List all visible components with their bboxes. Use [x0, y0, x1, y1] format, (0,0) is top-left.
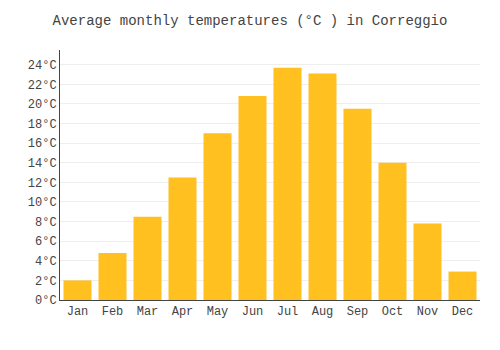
svg-text:Average monthly temperatures (: Average monthly temperatures (°C ) in Co… — [53, 13, 448, 29]
svg-text:Sep: Sep — [347, 305, 369, 319]
svg-text:12°C: 12°C — [28, 177, 57, 191]
svg-text:0°C: 0°C — [35, 294, 57, 308]
svg-text:Jun: Jun — [242, 305, 264, 319]
svg-text:May: May — [207, 305, 229, 319]
svg-text:Jul: Jul — [277, 305, 299, 319]
svg-text:4°C: 4°C — [35, 255, 57, 269]
svg-text:16°C: 16°C — [28, 137, 57, 151]
svg-text:10°C: 10°C — [28, 196, 57, 210]
svg-text:20°C: 20°C — [28, 98, 57, 112]
svg-text:Aug: Aug — [312, 305, 334, 319]
svg-text:Dec: Dec — [452, 305, 474, 319]
svg-text:Oct: Oct — [382, 305, 404, 319]
svg-text:Mar: Mar — [137, 305, 159, 319]
svg-text:2°C: 2°C — [35, 275, 57, 289]
svg-text:8°C: 8°C — [35, 216, 57, 230]
svg-text:Feb: Feb — [102, 305, 124, 319]
svg-text:14°C: 14°C — [28, 157, 57, 171]
svg-text:Nov: Nov — [417, 305, 439, 319]
svg-text:6°C: 6°C — [35, 235, 57, 249]
svg-text:24°C: 24°C — [28, 59, 57, 73]
svg-text:22°C: 22°C — [28, 79, 57, 93]
svg-text:18°C: 18°C — [28, 118, 57, 132]
svg-text:Jan: Jan — [67, 305, 89, 319]
svg-text:Apr: Apr — [172, 305, 194, 319]
